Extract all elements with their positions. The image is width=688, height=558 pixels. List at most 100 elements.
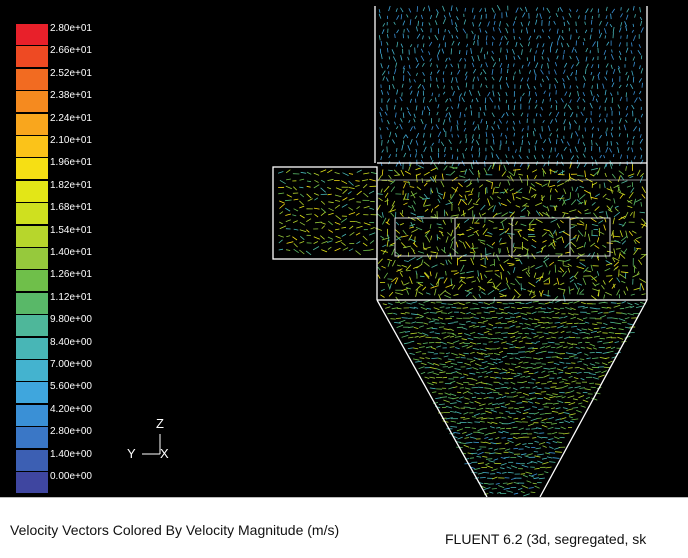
legend-label: 1.68e+01 bbox=[50, 202, 92, 214]
velocity-vector bbox=[554, 264, 557, 273]
velocity-vector bbox=[514, 312, 520, 315]
velocity-vector bbox=[640, 27, 644, 33]
velocity-vector bbox=[584, 212, 591, 215]
velocity-vector bbox=[591, 156, 594, 160]
velocity-vector bbox=[471, 427, 477, 429]
velocity-vector bbox=[531, 473, 538, 477]
velocity-vector bbox=[528, 141, 531, 146]
velocity-vector bbox=[564, 91, 568, 96]
velocity-vector bbox=[563, 82, 566, 89]
velocity-vector bbox=[487, 231, 493, 235]
velocity-vector bbox=[422, 96, 425, 103]
velocity-vector bbox=[519, 69, 521, 74]
velocity-vector bbox=[520, 77, 524, 82]
velocity-vector bbox=[540, 326, 545, 329]
velocity-vector bbox=[409, 226, 415, 229]
velocity-vector bbox=[625, 14, 629, 20]
velocity-vector bbox=[530, 295, 536, 299]
velocity-vector bbox=[435, 252, 438, 259]
velocity-vector bbox=[450, 63, 453, 68]
velocity-vector bbox=[545, 345, 551, 348]
velocity-vector bbox=[619, 273, 627, 279]
velocity-vector bbox=[405, 312, 410, 314]
velocity-vector bbox=[453, 272, 459, 275]
velocity-vector bbox=[314, 197, 319, 201]
velocity-vector bbox=[512, 321, 518, 324]
velocity-vector bbox=[419, 357, 425, 359]
velocity-vector bbox=[638, 97, 642, 102]
velocity-vector bbox=[424, 246, 432, 250]
velocity-vector bbox=[620, 250, 626, 255]
velocity-vector bbox=[582, 142, 586, 146]
velocity-vector bbox=[277, 171, 284, 174]
velocity-vector bbox=[530, 183, 535, 187]
velocity-vector bbox=[486, 328, 492, 331]
velocity-vector bbox=[412, 347, 419, 350]
velocity-vector bbox=[568, 413, 576, 416]
velocity-vector bbox=[458, 182, 463, 188]
velocity-vector bbox=[534, 371, 539, 374]
velocity-vector bbox=[470, 452, 478, 455]
velocity-vector bbox=[465, 433, 473, 437]
velocity-vector bbox=[501, 221, 505, 229]
velocity-vector bbox=[532, 347, 538, 350]
velocity-vector bbox=[555, 387, 563, 390]
velocity-vector bbox=[510, 391, 516, 394]
velocity-vector bbox=[307, 198, 313, 202]
velocity-vector bbox=[554, 77, 559, 84]
velocity-vector bbox=[509, 211, 515, 218]
velocity-vector bbox=[639, 7, 641, 13]
velocity-vector bbox=[464, 397, 470, 400]
graphics-viewport[interactable]: 2.80e+01 2.66e+01 2.52e+01 2.38e+01 2.24e+01… bbox=[0, 0, 688, 497]
velocity-vector bbox=[437, 192, 444, 196]
velocity-vector bbox=[452, 333, 457, 336]
velocity-vector bbox=[498, 164, 501, 171]
velocity-vector bbox=[380, 288, 385, 292]
velocity-vector bbox=[625, 306, 632, 309]
velocity-vector bbox=[589, 34, 592, 40]
legend-swatch bbox=[16, 68, 48, 90]
velocity-vector bbox=[594, 244, 600, 249]
velocity-vector bbox=[563, 119, 566, 125]
velocity-vector bbox=[521, 135, 524, 139]
velocity-vector bbox=[395, 251, 400, 256]
velocity-vector bbox=[524, 205, 530, 207]
velocity-vector bbox=[573, 275, 578, 280]
velocity-vector bbox=[528, 228, 535, 231]
velocity-vector bbox=[320, 187, 326, 193]
velocity-vector bbox=[320, 222, 326, 225]
velocity-vector bbox=[430, 155, 433, 160]
velocity-vector bbox=[437, 55, 439, 61]
velocity-vector bbox=[613, 248, 616, 256]
velocity-vector bbox=[533, 451, 539, 453]
velocity-vector bbox=[532, 482, 537, 485]
velocity-vector bbox=[292, 236, 298, 241]
velocity-vector bbox=[528, 41, 530, 47]
velocity-vector bbox=[604, 76, 608, 81]
velocity-vector bbox=[416, 256, 423, 261]
velocity-vector bbox=[392, 56, 397, 62]
velocity-vector bbox=[300, 171, 307, 174]
velocity-vector bbox=[545, 452, 551, 455]
velocity-vector bbox=[453, 293, 459, 296]
velocity-vector bbox=[577, 138, 580, 145]
velocity-vector bbox=[549, 461, 556, 463]
velocity-vector bbox=[614, 239, 621, 244]
velocity-vector bbox=[437, 104, 440, 109]
velocity-vector bbox=[619, 230, 623, 238]
velocity-vector bbox=[409, 98, 412, 103]
velocity-vector bbox=[415, 360, 422, 363]
velocity-vector bbox=[485, 462, 490, 466]
velocity-vector bbox=[614, 341, 619, 343]
velocity-vector bbox=[516, 410, 522, 414]
velocity-vector bbox=[415, 351, 422, 353]
velocity-vector bbox=[592, 288, 599, 292]
velocity-vector bbox=[416, 26, 418, 32]
velocity-vector bbox=[419, 316, 424, 319]
velocity-vector bbox=[591, 310, 598, 313]
velocity-vector bbox=[578, 402, 583, 405]
velocity-vector bbox=[448, 199, 453, 205]
velocity-vector bbox=[556, 55, 559, 60]
velocity-vector bbox=[356, 241, 361, 245]
velocity-vector bbox=[534, 402, 540, 404]
